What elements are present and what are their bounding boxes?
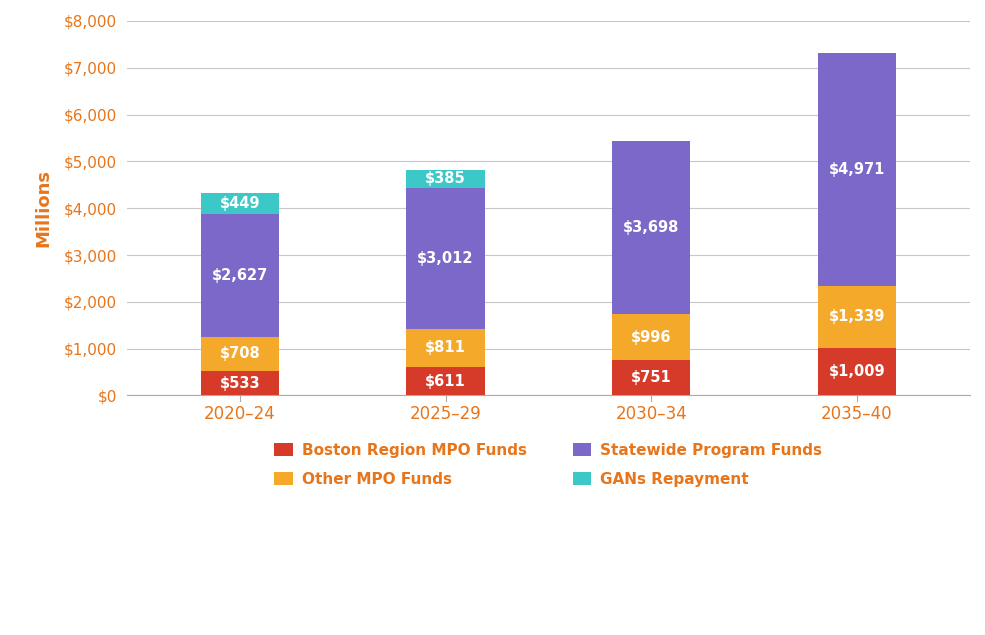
Text: $1,339: $1,339 <box>828 309 886 324</box>
Bar <box>818 53 896 286</box>
Bar <box>201 337 279 371</box>
Text: $708: $708 <box>220 347 260 361</box>
Bar <box>612 360 690 396</box>
Text: $4,971: $4,971 <box>828 162 886 177</box>
Bar <box>407 188 485 329</box>
Bar <box>407 170 485 188</box>
Bar <box>201 194 279 215</box>
Bar <box>407 329 485 367</box>
Bar <box>818 286 896 348</box>
Text: $3,698: $3,698 <box>624 220 680 235</box>
Text: $1,009: $1,009 <box>828 364 886 379</box>
Bar <box>407 367 485 396</box>
Text: $611: $611 <box>426 373 466 389</box>
Text: $449: $449 <box>220 196 260 211</box>
Bar <box>201 371 279 396</box>
Legend: Boston Region MPO Funds, Other MPO Funds, Statewide Program Funds, GANs Repaymen: Boston Region MPO Funds, Other MPO Funds… <box>268 437 828 493</box>
Text: $996: $996 <box>631 330 672 345</box>
Text: $533: $533 <box>220 375 260 391</box>
Text: $3,012: $3,012 <box>418 251 474 266</box>
Bar <box>612 140 690 314</box>
Text: $811: $811 <box>426 340 466 356</box>
Text: $385: $385 <box>426 171 466 187</box>
Y-axis label: Millions: Millions <box>34 170 53 247</box>
Bar <box>612 314 690 360</box>
Bar <box>818 348 896 396</box>
Text: $751: $751 <box>630 370 672 385</box>
Bar <box>201 215 279 337</box>
Text: $2,627: $2,627 <box>212 269 268 283</box>
